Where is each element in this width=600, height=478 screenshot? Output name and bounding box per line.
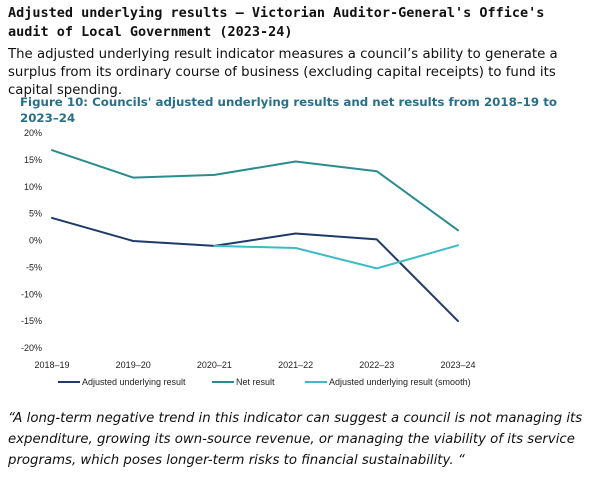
- y-tick-label: -15%: [21, 316, 42, 326]
- y-axis: 20% 15% 10% 5% 0% -5% -10% -15% -20%: [21, 128, 42, 353]
- y-tick-label: 5%: [29, 209, 42, 219]
- y-tick-label: 0%: [29, 236, 42, 246]
- x-tick-label: 2021–22: [278, 360, 313, 370]
- figure-title: Figure 10: Councils' adjusted underlying…: [20, 95, 557, 125]
- legend-label: Net result: [236, 377, 275, 387]
- y-tick-label: 10%: [24, 182, 42, 192]
- y-tick-label: 15%: [24, 155, 42, 165]
- y-tick-label: -20%: [21, 343, 42, 353]
- legend-label: Adjusted underlying result: [82, 377, 186, 387]
- y-tick-label: -10%: [21, 289, 42, 299]
- x-tick-label: 2018–19: [34, 360, 69, 370]
- series-line-1: [51, 216, 459, 323]
- x-tick-label: 2022–23: [359, 360, 394, 370]
- y-tick-label: -5%: [26, 262, 42, 272]
- page-heading: Adjusted underlying results – Victorian …: [8, 5, 545, 40]
- series-line-3: [213, 244, 459, 270]
- legend: Adjusted underlying result Net result Adju…: [58, 377, 471, 387]
- x-tick-label: 2020–21: [197, 360, 232, 370]
- x-tick-label: 2019–20: [116, 360, 151, 370]
- quote-paragraph: “A long-term negative trend in this indi…: [8, 411, 583, 468]
- intro-paragraph: The adjusted underlying result indicator…: [8, 47, 558, 98]
- line-chart: 20% 15% 10% 5% 0% -5% -10% -15% -20% 2018–19 2019…: [21, 128, 476, 387]
- y-tick-label: 20%: [24, 128, 42, 138]
- x-tick-label: 2023–24: [440, 360, 475, 370]
- legend-label: Adjusted underlying result (smooth): [329, 377, 471, 387]
- series-lines: [51, 149, 459, 323]
- x-axis: 2018–19 2019–20 2020–21 2021–22 2022–23 2023–…: [34, 360, 475, 370]
- series-line-2: [51, 149, 459, 232]
